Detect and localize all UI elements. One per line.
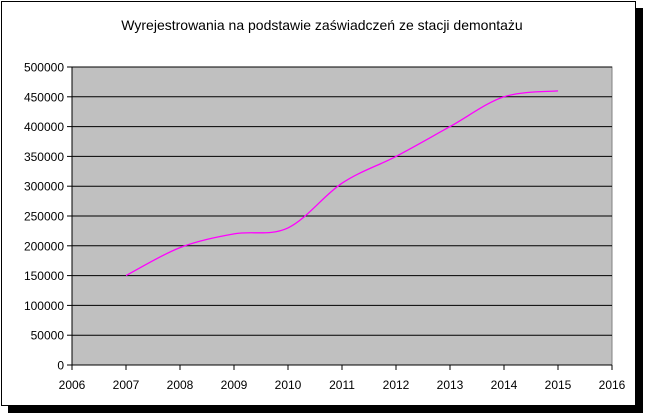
y-tick-label: 250000	[24, 210, 64, 224]
y-tick-label: 0	[57, 359, 64, 373]
x-tick-label: 2010	[275, 378, 302, 392]
y-tick-label: 100000	[24, 299, 64, 313]
y-tick-label: 150000	[24, 269, 64, 283]
chart-title: Wyrejestrowania na podstawie zaświadczeń…	[121, 17, 522, 33]
y-tick-label: 200000	[24, 239, 64, 253]
y-tick-label: 350000	[24, 150, 64, 164]
y-axis: 0 50000 100000 150000 200000 250000 300000 3500…	[24, 61, 73, 373]
x-tick-label: 2012	[383, 378, 410, 392]
x-tick-label: 2008	[167, 378, 194, 392]
gridlines	[72, 66, 612, 336]
y-tick-label: 450000	[24, 90, 64, 104]
x-tick-label: 2009	[221, 378, 248, 392]
x-tick-label: 2015	[545, 378, 572, 392]
x-tick-label: 2016	[599, 378, 626, 392]
series-lines	[125, 90, 559, 277]
y-tick-label: 500000	[24, 61, 64, 75]
x-tick-label: 2013	[437, 378, 464, 392]
x-tick-label: 2007	[113, 378, 140, 392]
x-tick-label: 2014	[491, 378, 518, 392]
y-tick-label: 300000	[24, 180, 64, 194]
x-tick-label: 2011	[329, 378, 355, 392]
x-tick-label: 2006	[59, 378, 86, 392]
x-axis: 2006 2007 2008 2009 2010 2011 2012 2013 2014 2015…	[59, 364, 626, 392]
y-tick-label: 50000	[31, 329, 65, 343]
y-tick-label: 400000	[24, 120, 64, 134]
series-line	[125, 90, 559, 277]
